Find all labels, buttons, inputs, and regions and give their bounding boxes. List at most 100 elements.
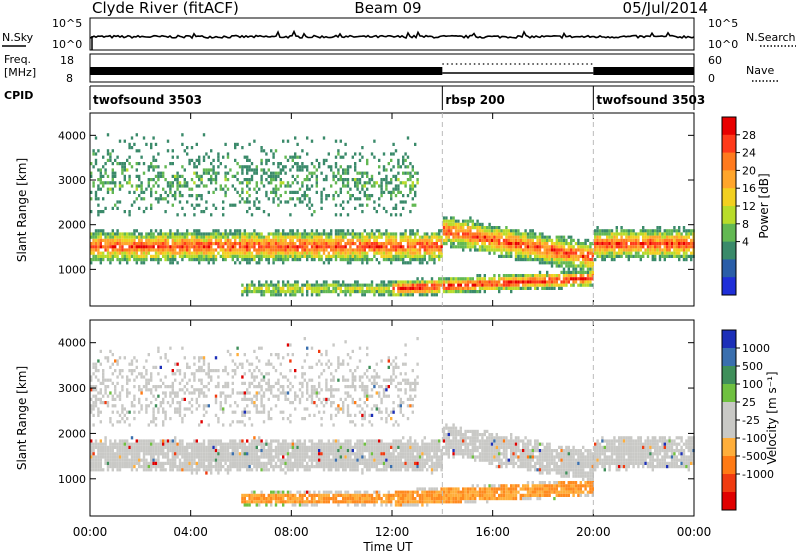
power-cell (298, 200, 302, 204)
power-cell (272, 245, 275, 249)
power-cell (370, 152, 374, 156)
power-cell (289, 254, 292, 258)
power-cell (174, 194, 177, 198)
freq-panel: Freq. [MHz] 18 8 60 0 Nave (4, 53, 778, 85)
power-cell (409, 187, 412, 191)
velocity-cell (262, 420, 266, 424)
power-cell (217, 171, 220, 175)
power-cell (546, 251, 549, 255)
power-cell (279, 251, 282, 255)
power-cell (171, 174, 174, 178)
velocity-cell (97, 461, 100, 465)
velocity-cell (97, 391, 100, 395)
power-cell (507, 286, 510, 290)
power-cell (310, 258, 314, 262)
power-cell (562, 258, 566, 262)
velocity-cell (138, 461, 141, 465)
power-cell (541, 277, 544, 281)
velocity-cell (109, 465, 112, 469)
power-cell (334, 283, 338, 287)
power-cell (685, 251, 688, 255)
power-cell (140, 261, 143, 265)
power-cell (337, 293, 340, 297)
power-cell (334, 238, 338, 242)
power-cell (344, 286, 347, 290)
power-cell (241, 232, 244, 236)
power-cell (222, 242, 225, 246)
power-cell (622, 251, 626, 255)
power-cell (152, 178, 155, 182)
velocity-cell (140, 449, 143, 453)
power-cell (282, 139, 285, 143)
power-cell (414, 245, 417, 249)
power-cell (370, 178, 374, 182)
power-cell (385, 248, 388, 252)
power-ytick-label-0: 1000 (58, 263, 86, 276)
power-cell (524, 254, 527, 258)
power-cell (212, 158, 215, 162)
velocity-cell (243, 391, 246, 395)
power-cell (608, 245, 611, 249)
power-cell (572, 280, 575, 284)
velocity-cell (118, 397, 122, 401)
power-cell (202, 258, 206, 262)
velocity-cell (102, 375, 105, 379)
power-cell (262, 251, 266, 255)
power-cell (361, 245, 364, 249)
power-cell (445, 226, 448, 230)
power-cell (114, 158, 117, 162)
power-cell (610, 238, 614, 242)
power-cell (464, 290, 467, 294)
power-cell (130, 136, 134, 140)
power-cell (514, 235, 518, 239)
power-cell (414, 283, 417, 287)
velocity-cell (174, 449, 177, 453)
power-cell (334, 229, 338, 233)
power-cell (394, 258, 398, 262)
velocity-cell (265, 388, 268, 392)
velocity-cell (174, 465, 177, 469)
velocity-cell (106, 394, 110, 398)
power-cell (618, 232, 621, 236)
power-cell (452, 245, 455, 249)
power-cell (658, 226, 662, 230)
velocity-cell (238, 455, 242, 459)
velocity-cell (118, 372, 122, 376)
power-cell (226, 254, 230, 258)
velocity-cell (128, 362, 131, 366)
power-cell (380, 181, 383, 185)
power-cell (529, 232, 532, 236)
velocity-cell (183, 445, 186, 449)
velocity-cell (147, 452, 150, 456)
power-cell (190, 251, 194, 255)
power-cell (274, 190, 278, 194)
power-cell (128, 178, 131, 182)
power-cell (416, 171, 419, 175)
velocity-cell (212, 452, 215, 456)
power-cell (380, 178, 383, 182)
velocity-cell (241, 362, 244, 366)
velocity-cell (147, 381, 150, 385)
velocity-cell (222, 369, 225, 373)
velocity-cell (253, 500, 256, 504)
power-cell (282, 165, 285, 169)
power-cell (594, 232, 597, 236)
power-cell (205, 171, 208, 175)
power-cell (471, 238, 474, 242)
power-cell (486, 245, 489, 249)
power-cell (375, 181, 378, 185)
power-cell (394, 184, 398, 188)
velocity-cell (154, 397, 158, 401)
power-cell (579, 261, 582, 265)
power-cell (258, 258, 261, 262)
velocity-cell (99, 397, 102, 401)
velocity-cell (92, 385, 95, 389)
velocity-cell (260, 394, 263, 398)
power-cell (579, 267, 582, 271)
power-cell (181, 258, 184, 262)
power-cell (325, 178, 328, 182)
power-cell (423, 258, 426, 262)
power-cell (214, 242, 218, 246)
velocity-cell (214, 465, 218, 469)
power-cell (250, 232, 254, 236)
